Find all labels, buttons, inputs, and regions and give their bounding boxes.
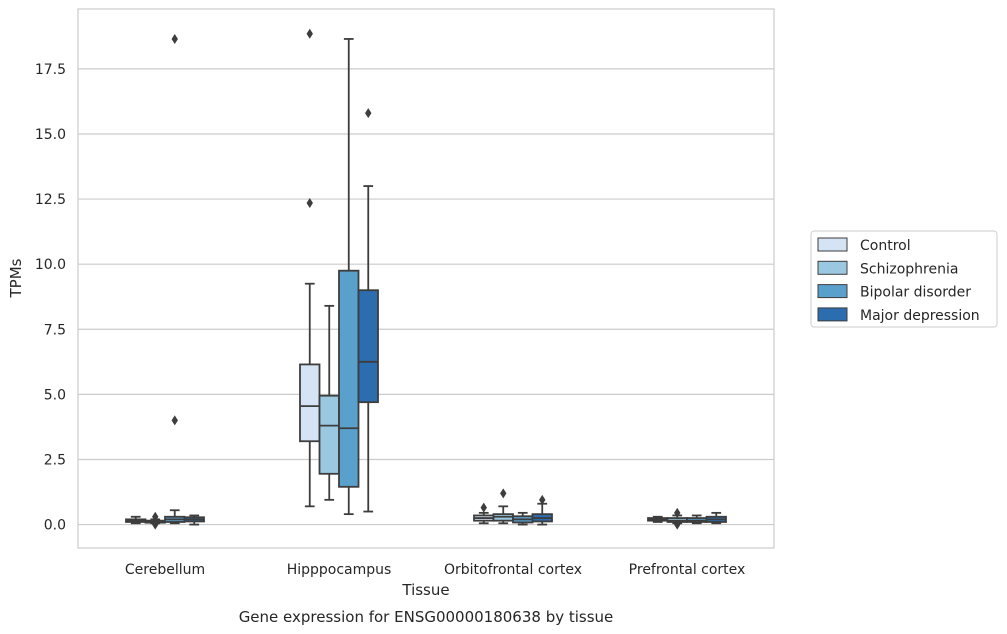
legend-label: Major depression	[860, 308, 980, 324]
box	[125, 515, 147, 525]
y-tick-label: 2.5	[44, 452, 66, 468]
y-tick-label: 12.5	[35, 192, 66, 208]
legend: Control Schizophrenia Bipolar disorder Majo…	[810, 230, 998, 328]
x-tick-label: Prefrontal cortex	[629, 562, 746, 578]
y-tick-label: 17.5	[35, 62, 66, 78]
outlier-point	[480, 502, 487, 513]
y-tick-label: 15.0	[35, 127, 66, 143]
box	[666, 507, 688, 530]
plot-frame	[77, 8, 775, 549]
outlier-point	[152, 519, 159, 530]
grid-lines	[78, 68, 774, 526]
y-tick-label: 10.0	[35, 257, 66, 273]
box	[473, 502, 495, 525]
legend-frame	[810, 230, 998, 328]
box	[705, 511, 727, 525]
box	[338, 38, 360, 516]
box-series	[125, 28, 727, 530]
box	[492, 488, 514, 525]
box	[357, 108, 379, 513]
box	[318, 304, 340, 501]
legend-label: Bipolar disorder	[860, 285, 971, 301]
legend-swatch	[817, 260, 848, 275]
y-axis-title: TPMs	[7, 258, 25, 298]
outlier-point	[365, 108, 372, 119]
legend-label: Schizophrenia	[860, 261, 958, 277]
legend-swatch	[817, 307, 848, 322]
box-body	[318, 394, 340, 475]
outlier-point	[674, 519, 681, 530]
box	[183, 514, 205, 526]
x-axis-title: Tissue	[401, 581, 449, 599]
outlier-point	[306, 197, 313, 208]
y-tick-label: 0.0	[44, 518, 66, 534]
outlier-point	[674, 507, 681, 518]
legend-swatch	[817, 284, 848, 299]
x-tick-label: Hipppocampus	[287, 562, 392, 578]
box	[512, 511, 534, 526]
box-body	[338, 269, 360, 488]
outlier-point	[500, 488, 507, 499]
y-tick-label: 5.0	[44, 387, 66, 403]
outlier-point	[152, 511, 159, 522]
outlier-point	[306, 28, 313, 39]
chart-caption: Gene expression for ENSG00000180638 by t…	[239, 608, 614, 626]
box	[164, 33, 186, 525]
box	[144, 511, 166, 530]
outlier-point	[539, 494, 546, 505]
x-tick-label: Cerebellum	[125, 562, 205, 578]
box-body	[299, 363, 321, 443]
box	[647, 515, 669, 523]
y-tick-label: 7.5	[44, 322, 66, 338]
legend-label: Control	[860, 238, 911, 254]
box	[299, 28, 321, 508]
outlier-point	[171, 415, 178, 426]
x-tick-label: Orbitofrontal cortex	[444, 562, 582, 578]
x-axis-ticks: Cerebellum Hipppocampus Orbitofrontal cort…	[125, 562, 745, 578]
outlier-point	[171, 33, 178, 44]
box-body	[357, 289, 379, 404]
box	[686, 514, 708, 525]
legend-swatch	[817, 237, 848, 252]
box	[531, 494, 553, 526]
y-axis-ticks: 0.0 2.5 5.0 7.5 10.0 12.5 15.0 17.5	[35, 62, 66, 534]
